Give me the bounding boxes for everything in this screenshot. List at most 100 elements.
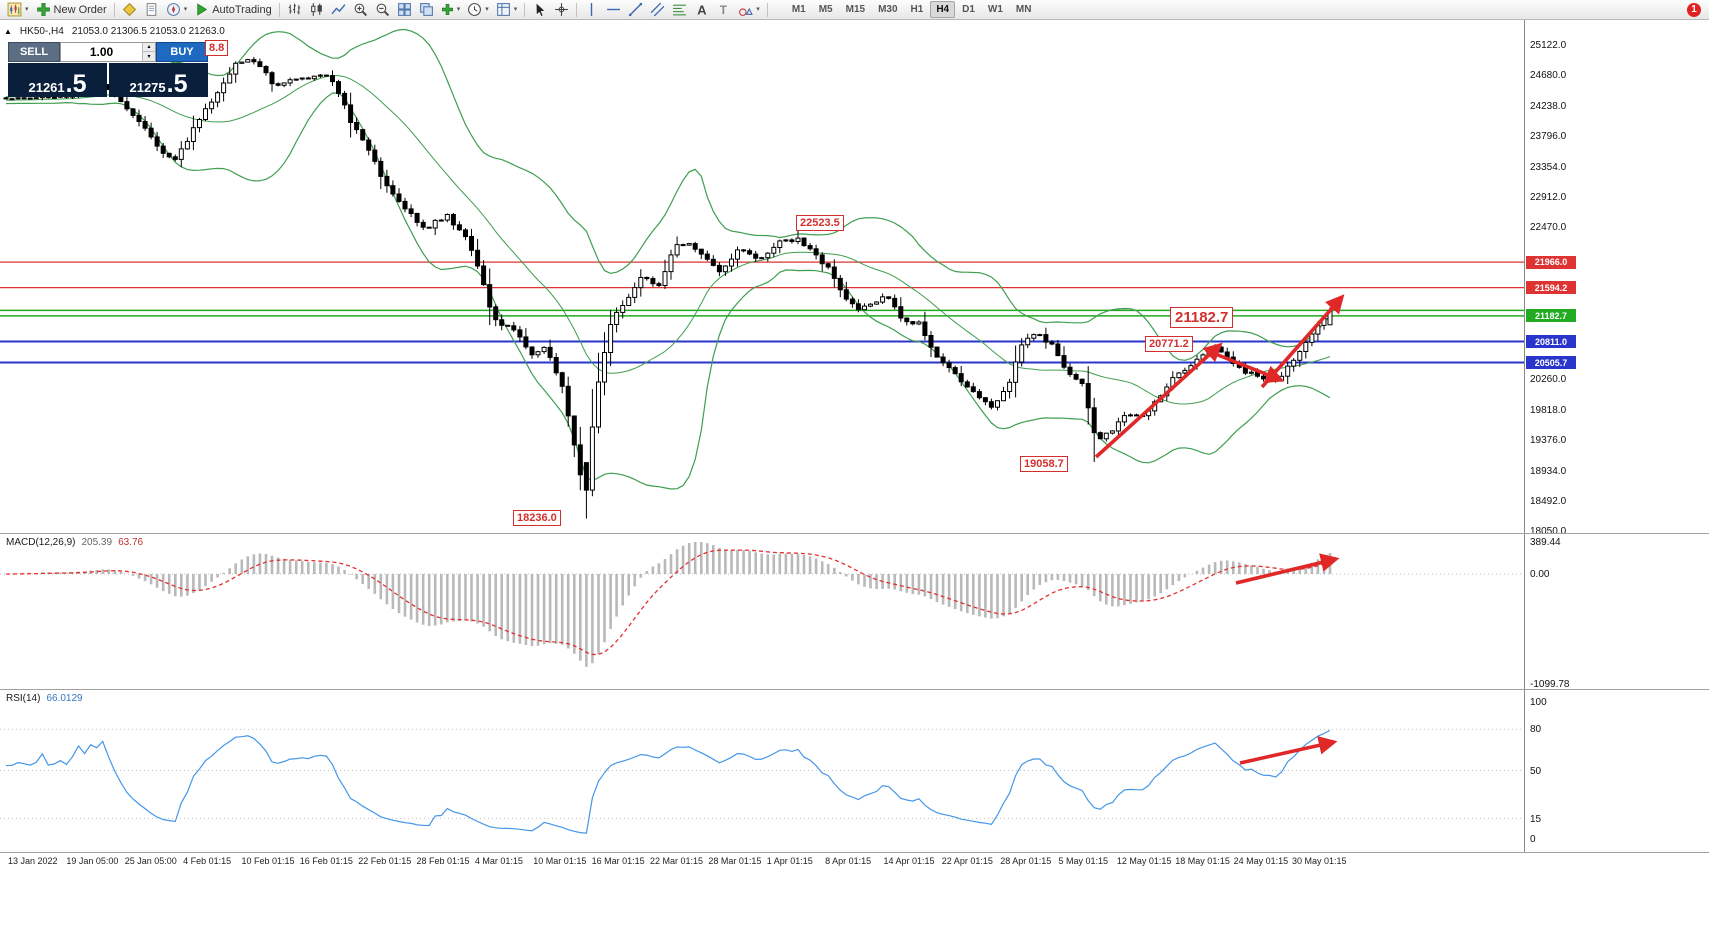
autotrading-label: AutoTrading [212,3,272,16]
rsi-scale-80: 80 [1530,724,1542,736]
cascade-windows-icon [419,2,434,17]
volume-spinner: ▴ ▾ [142,43,155,61]
zoom-in-button[interactable] [350,1,371,19]
buy-price[interactable]: 21275.5 [109,63,208,97]
macd-scale-min: -1099.78 [1530,679,1570,690]
price-axis-label: 19818.0 [1530,404,1567,416]
price-axis-label: 18492.0 [1530,496,1567,507]
rsi-scale-0: 0 [1530,834,1536,845]
candles-group[interactable] [3,57,1333,519]
macd-panel[interactable]: MACD(12,26,9) 205.39 63.76 [0,534,1524,689]
volume-decrease-button[interactable]: ▾ [143,52,155,61]
timeframe-button-MN[interactable]: MN [1010,1,1038,18]
chart-label-21182.7[interactable]: 21182.7 [1170,307,1234,328]
timeframe-toolbar: M1 M5 M15 M30 H1 H4 D1 W1 MN [786,1,1038,18]
macd-histogram [4,542,1332,667]
shapes-button[interactable]: ▾ [735,1,763,19]
price-axis-label: 24238.0 [1530,100,1567,112]
zoom-out-button[interactable] [372,1,393,19]
volume-value[interactable]: 1.00 [89,45,114,59]
price-chart-canvas[interactable] [0,20,1524,533]
macd-label: MACD(12,26,9) 205.39 63.76 [6,537,143,548]
vertical-line-icon [584,2,599,17]
notification-badge[interactable]: 1 [1687,2,1701,17]
price-tag: 21594.2 [1526,281,1576,295]
macd-name: MACD(12,26,9) [6,537,76,548]
volume-increase-button[interactable]: ▴ [143,43,155,52]
chart-label-20771.2[interactable]: 20771.2 [1145,336,1193,352]
charts-menu-button[interactable]: ▾ [4,1,32,19]
tile-windows-button[interactable] [394,1,415,19]
scripts-button[interactable] [141,1,162,19]
time-axis-label: 28 Feb 01:15 [416,856,470,866]
price-tag: 20811.0 [1526,335,1576,348]
periods-button[interactable]: ▾ [464,1,492,19]
chart-label-8.8[interactable]: 8.8 [205,40,229,56]
chart-symbol-period: HK50-,H4 [19,26,64,37]
timeframe-button-M30[interactable]: M30 [872,1,903,18]
fibonacci-button[interactable] [669,1,690,19]
main-chart-panel[interactable]: ▲ HK50-,H4 21053.0 21306.5 21053.0 21263… [0,20,1524,533]
rsi-name: RSI(14) [6,693,41,704]
chart-label-22523.5[interactable]: 22523.5 [796,215,844,231]
crosshair-button[interactable] [551,1,572,19]
trend-arrow[interactable] [1094,342,1223,459]
timeframe-button-M5[interactable]: M5 [813,1,839,18]
price-axis-label: 22470.0 [1530,222,1567,234]
cascade-windows-button[interactable] [416,1,437,19]
time-axis-label: 8 Apr 01:15 [825,856,872,866]
macd-value-signal: 63.76 [118,537,144,548]
expert-advisors-icon [122,2,137,17]
horizontal-line-button[interactable] [603,1,624,19]
trend-arrow[interactable] [1239,736,1338,765]
tile-windows-icon [397,2,412,17]
autotrading-button[interactable]: AutoTrading [191,1,275,19]
channel-button[interactable] [647,1,668,19]
buy-button[interactable]: BUY [156,42,208,62]
trend-arrow[interactable] [1235,553,1340,585]
candlestick-chart-button[interactable] [306,1,327,19]
new-order-button[interactable]: New Order [33,1,110,19]
line-chart-button[interactable] [328,1,349,19]
time-axis[interactable]: 13 Jan 2022 19 Jan 05:00 25 Jan 05:00 4 Feb… [0,853,1524,871]
price-tag: 20505.7 [1526,356,1576,369]
text-label-button[interactable]: T [713,1,734,19]
chart-label-19058.7[interactable]: 19058.7 [1020,456,1068,472]
timeframe-button-W1[interactable]: W1 [982,1,1009,18]
trend-arrow[interactable] [1260,294,1345,389]
script-page-icon [144,2,159,17]
price-axis-label: 23354.0 [1530,161,1567,173]
timeframe-button-M1[interactable]: M1 [786,1,812,18]
bar-chart-button[interactable] [284,1,305,19]
panel-separator[interactable] [0,533,1709,534]
time-axis-label: 22 Apr 01:15 [941,856,993,866]
trend-arrow[interactable] [1207,349,1285,384]
timeframe-button-D1[interactable]: D1 [956,1,981,18]
chart-label-18236.0[interactable]: 18236.0 [513,510,561,526]
bollinger-lower-band [6,92,1331,490]
macd-signal-line [5,549,1331,656]
price-axis[interactable]: 25122.0 24680.0 24238.0 23796.0 23354.0 22912… [1525,20,1708,537]
cursor-icon [532,2,547,17]
macd-value-main: 205.39 [81,537,113,548]
timeframe-button-H1[interactable]: H1 [905,1,930,18]
indicators-button[interactable]: ▾ [438,1,464,19]
expert-advisors-button[interactable] [119,1,140,19]
cursor-button[interactable] [529,1,550,19]
timeframe-button-H4[interactable]: H4 [930,1,956,18]
price-axis-label: 20260.0 [1530,374,1567,386]
time-axis-label: 30 May 01:15 [1292,856,1347,866]
panel-separator[interactable] [0,689,1709,690]
autotrading-play-icon [194,2,209,17]
trendline-button[interactable] [625,1,646,19]
toolbar-separator [576,2,578,17]
text-button[interactable]: A [691,1,712,19]
new-order-label: New Order [53,3,107,16]
sell-price[interactable]: 21261.5 [8,63,107,97]
vertical-line-button[interactable] [581,1,602,19]
sell-button[interactable]: SELL [8,42,60,62]
navigator-button[interactable]: ▾ [163,1,191,19]
rsi-panel[interactable]: RSI(14) 66.0129 [0,690,1524,852]
timeframe-button-M15[interactable]: M15 [840,1,871,18]
templates-button[interactable]: ▾ [493,1,521,19]
